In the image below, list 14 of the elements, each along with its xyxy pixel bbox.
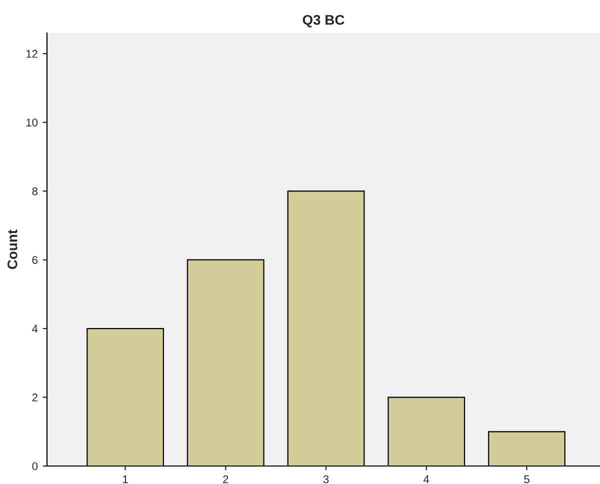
x-tick-label: 4: [424, 475, 430, 484]
y-tick-label: 8: [32, 187, 38, 196]
y-tick-label: 6: [32, 256, 38, 264]
y-tick-label: 10: [26, 118, 38, 126]
y-tick-label: 0: [32, 462, 38, 470]
y-tick-label: 12: [26, 50, 38, 58]
x-tick-label: 1: [123, 475, 128, 484]
x-tick-label: 2: [223, 475, 228, 484]
x-tick-label: 5: [524, 475, 530, 484]
x-tick-label: 3: [323, 475, 329, 484]
y-axis-title: Count: [7, 230, 18, 269]
chart-title: Q3 BC: [302, 14, 344, 28]
y-tick-label: 2: [32, 394, 38, 402]
y-tick-label: 4: [32, 324, 38, 333]
